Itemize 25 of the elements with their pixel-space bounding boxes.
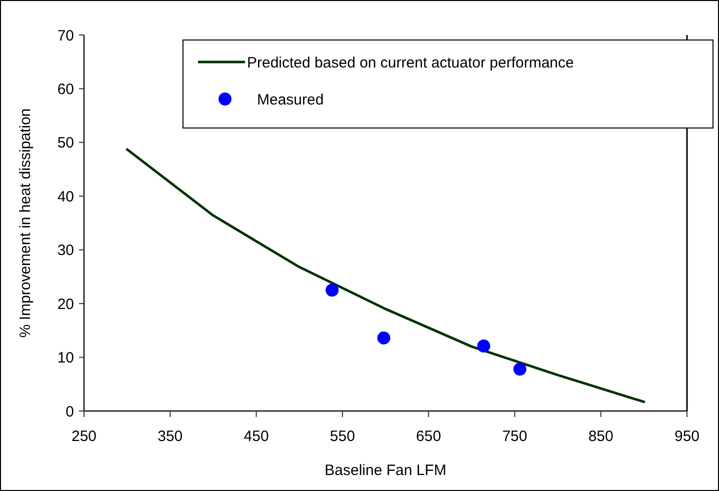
y-tick-label: 40	[57, 188, 74, 206]
x-tick-label: 250	[71, 428, 97, 445]
point	[477, 340, 490, 353]
x-tick-label: 850	[588, 428, 614, 445]
point	[513, 362, 526, 376]
y-tick-label: 10	[57, 350, 74, 367]
line-series	[126, 148, 646, 404]
x-tick-label: 450	[244, 428, 269, 445]
x-axis-title: Baseline Fan LFM	[324, 462, 446, 479]
x-tick-label: 550	[330, 428, 355, 445]
y-tick-label: 60	[57, 80, 74, 98]
y-tick-label: 20	[57, 296, 74, 313]
point	[326, 284, 339, 297]
y-tick-label: 0	[66, 403, 74, 420]
x-tick-label: 650	[416, 428, 442, 445]
y-tick-label: 50	[57, 134, 74, 152]
legend-label: Predicted based on current actuator performance	[247, 54, 574, 72]
legend-label: Measured	[257, 91, 324, 108]
point	[377, 331, 390, 344]
x-tick-label: 350	[158, 428, 183, 445]
x-tick-label: 750	[502, 428, 528, 445]
x-tick-label: 950	[674, 428, 700, 445]
y-tick-label: 70	[57, 27, 74, 44]
y-axis-title: % Improvement in heat dissipation	[17, 108, 34, 338]
y-tick-label: 30	[57, 242, 74, 260]
